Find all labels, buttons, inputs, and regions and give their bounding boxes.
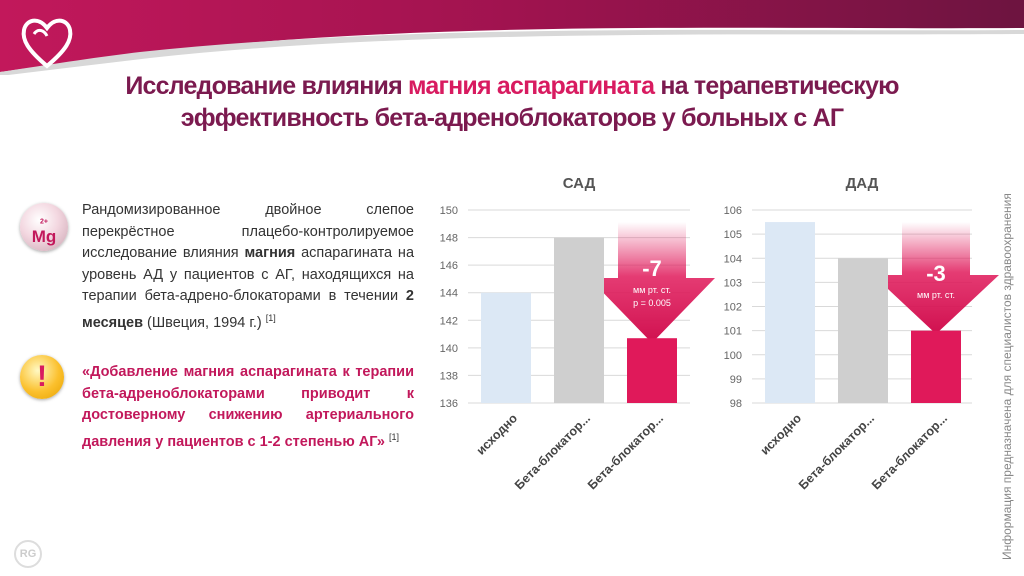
y-tick-label-sad: 150 (440, 205, 458, 217)
study-text-a: Рандомизированное двойное слепое перекрё… (82, 202, 414, 261)
title-line2: эффективность бета-адреноблокаторов у бо… (180, 104, 844, 132)
bar-dad-1 (765, 222, 815, 403)
y-tick-label-dad: 103 (724, 277, 742, 289)
chart-title-dad: ДАД (846, 175, 879, 192)
category-label-dad-2: Бета-блокатор... (796, 411, 877, 492)
quote-text: «Добавление магния аспарагината к терапи… (82, 364, 414, 450)
study-reference: [1] (265, 312, 276, 323)
title-part1: Исследование влияния (125, 72, 409, 100)
change-value-dad: -3 (926, 261, 946, 286)
mg-superscript: 2+ (40, 218, 48, 226)
chart-title-sad: САД (563, 175, 596, 192)
warn-label: ! (37, 360, 47, 393)
exclamation-icon: ! (20, 355, 64, 399)
y-tick-label-dad: 98 (730, 398, 742, 410)
y-tick-label-dad: 104 (724, 253, 742, 265)
mg-label: Mg (31, 227, 57, 246)
rg-logo-icon: RG (14, 540, 42, 568)
study-description: Рандомизированное двойное слепое перекрё… (82, 200, 414, 334)
y-tick-label-dad: 106 (724, 205, 742, 217)
title-part2: на терапевтическую (654, 72, 899, 100)
conclusion-quote: «Добавление магния аспарагината к терапи… (82, 362, 414, 453)
category-label-dad-3: Бета-блокатор... (869, 411, 950, 492)
y-tick-label-dad: 101 (724, 326, 742, 338)
y-tick-label-dad: 102 (724, 302, 742, 314)
p-value-sad: p = 0.005 (633, 298, 671, 308)
y-tick-label-dad: 105 (724, 229, 742, 241)
y-tick-label-sad: 142 (440, 315, 458, 327)
bar-sad-1 (481, 292, 531, 403)
y-tick-label-dad: 100 (724, 350, 742, 362)
y-tick-label-dad: 99 (730, 374, 742, 386)
magnesium-icon: Mg 2+ (20, 203, 68, 251)
change-unit-dad: мм рт. ст. (917, 290, 955, 300)
category-label-sad-1: исходно (474, 411, 521, 458)
study-text-d: 2 месяцев (82, 288, 414, 331)
study-text-c: аспарагината на уровень АД у пациентов с… (82, 245, 415, 304)
logo-icon (21, 18, 73, 69)
header-band (0, 0, 1024, 75)
category-label-dad-1: исходно (758, 411, 805, 458)
category-label-sad-3: Бета-блокатор... (585, 411, 666, 492)
title-highlight: магния аспарагината (408, 72, 655, 100)
audience-disclaimer: Информация предназначена для специалисто… (1000, 193, 1014, 560)
y-tick-label-sad: 148 (440, 233, 458, 245)
page-title: Исследование влияния магния аспарагината… (60, 70, 964, 134)
arrow-dad (873, 222, 999, 334)
y-tick-label-sad: 138 (440, 370, 458, 382)
y-tick-label-sad: 136 (440, 398, 458, 410)
quote-reference: [1] (388, 431, 399, 442)
y-tick-label-sad: 144 (440, 288, 458, 300)
study-text-e: (Швеция, 1994 г.) (143, 314, 266, 331)
arrow-sad (589, 222, 715, 343)
y-tick-label-sad: 140 (440, 343, 458, 355)
study-text-b: магния (244, 245, 296, 261)
bar-sad-3 (627, 338, 677, 403)
category-label-sad-2: Бета-блокатор... (512, 411, 593, 492)
bar-sad-2 (554, 237, 604, 403)
bar-dad-3 (911, 330, 961, 403)
y-tick-label-sad: 146 (440, 260, 458, 272)
bar-dad-2 (838, 258, 888, 403)
change-value-sad: -7 (642, 256, 662, 281)
change-unit-sad: мм рт. ст. (633, 285, 671, 295)
